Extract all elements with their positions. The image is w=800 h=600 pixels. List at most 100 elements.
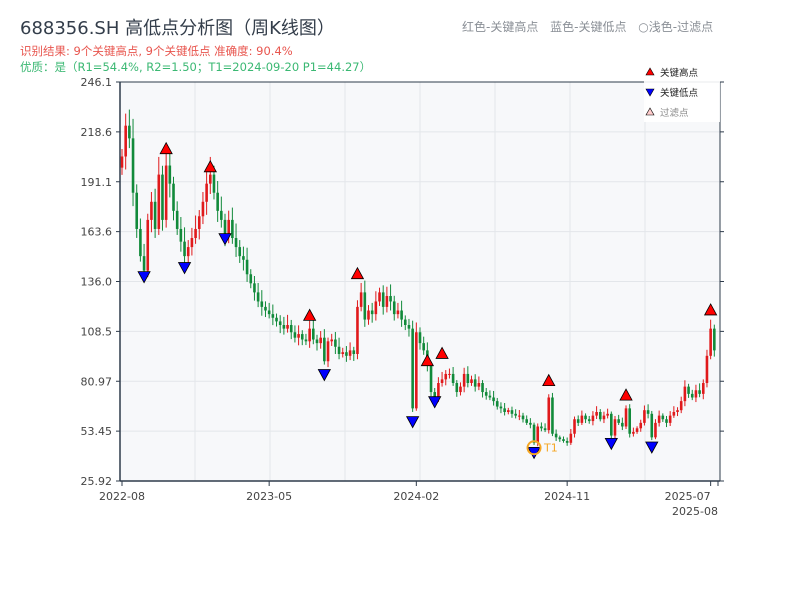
candle-body [264,306,267,311]
candle-body [238,247,242,257]
candle-body [429,364,433,393]
x-tick-label: 2025-07 [665,490,711,503]
y-tick-label: 80.97 [81,375,113,388]
candle-body [598,411,602,420]
candle-body [484,392,488,396]
candle-body [492,397,495,402]
key-high-marker [435,346,449,359]
candle-body [569,433,573,443]
candle-body [403,319,407,326]
candle-body [348,350,352,356]
candle-body [543,428,547,431]
key-high-marker [619,388,633,401]
t1-label: T1 [543,442,558,455]
key-high-marker [420,353,435,367]
candle-body [701,382,705,394]
candle-body [521,415,525,420]
candle-body [201,201,205,217]
candle-body [565,440,569,443]
candle-body [234,238,238,248]
candle-body [632,431,635,434]
candle-body [392,301,396,315]
candle-body [683,386,687,402]
result-summary: 识别结果: 9个关键高点, 9个关键低点 准确度: 90.4% [20,44,293,58]
candle-body [657,415,661,423]
candle-body [433,392,437,398]
key-low-marker [218,233,232,246]
legend-marker-icon [645,107,655,116]
candle-body [157,174,161,229]
candle-body [297,334,300,338]
candle-body [352,350,356,355]
key-high-marker [542,373,556,387]
candle-body [323,337,326,362]
candle-body [212,174,216,193]
candle-body [698,390,701,394]
candle-body [694,390,698,398]
candle-body [260,301,264,307]
candle-body [216,192,219,211]
candle-body [451,373,455,383]
x-tick-label: 2023-05 [246,490,292,503]
candle-body [705,355,709,383]
candle-body [532,424,536,443]
candle-body [529,422,532,425]
key-high-marker [302,308,317,321]
candle-body [617,419,620,423]
key-low-marker [428,396,442,409]
candle-body [253,283,256,293]
candle-body [602,415,606,420]
candle-body [124,125,127,157]
candle-body [709,328,712,356]
candle-body [473,379,477,387]
candle-body [197,216,201,229]
candle-body [665,419,668,423]
t1-marker [526,440,542,456]
candle-body [220,210,223,220]
candle-body [186,247,190,257]
candle-body [341,352,345,355]
key-high-marker [203,159,217,173]
legend-marker-icon [645,67,655,76]
key-low-marker [317,369,332,382]
candle-body [231,219,234,239]
candle-body [462,373,466,387]
candle-body [595,411,598,416]
candle-body [466,373,470,383]
candle-body [183,241,186,257]
candle-body [319,337,322,344]
candle-body [587,419,591,422]
candle-body [713,328,716,351]
candle-body [242,256,245,260]
candle-body [190,238,194,248]
candle-body [687,386,690,394]
candle-body [639,422,643,429]
candle-body [168,165,172,184]
legend-label: 过滤点 [660,107,689,119]
key-low-marker [177,262,192,275]
candle-body [459,386,462,393]
candle-body [345,352,348,356]
key-low-marker [137,271,151,284]
candle-body [518,415,521,417]
candle-body [267,310,271,315]
candle-body [690,393,694,398]
candle-body [422,343,425,351]
candle-body [400,310,403,320]
candle-body [514,413,517,416]
candle-body [635,428,639,432]
candle-body [411,328,414,409]
candle-body [161,174,164,220]
candle-body [205,183,208,202]
candle-body [613,419,617,436]
candle-body [396,310,400,315]
candle-body [194,228,197,239]
candle-body [135,192,139,229]
candle-body [415,332,418,409]
candle-body [172,183,175,211]
x-tick-label: 2025-08 [672,505,718,518]
candle-body [271,314,275,318]
candle-body [330,339,334,342]
legend-marker-icon [645,88,655,97]
